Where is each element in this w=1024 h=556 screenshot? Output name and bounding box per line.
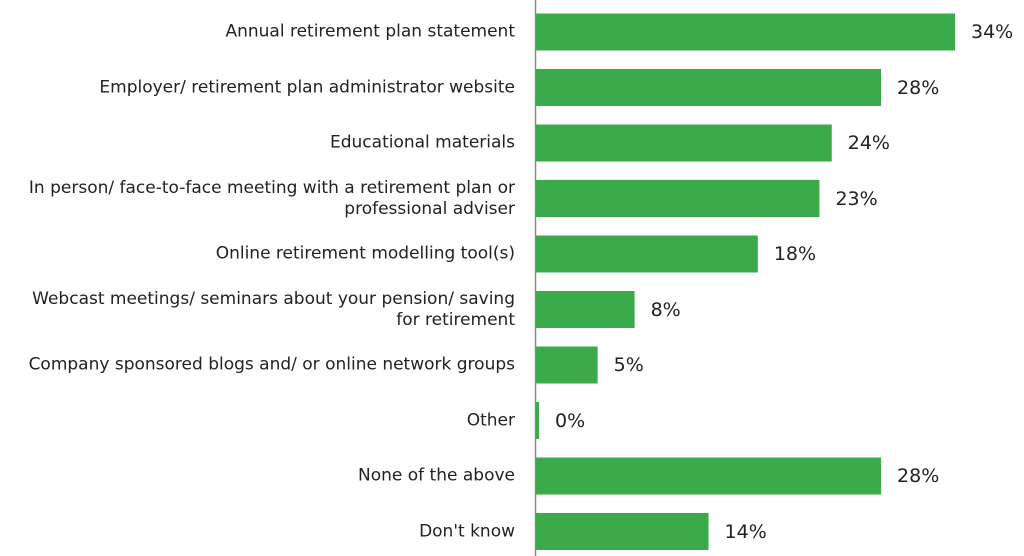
bar: [536, 346, 598, 384]
value-label: 28%: [897, 76, 940, 99]
bar: [536, 291, 635, 328]
bar: [536, 13, 955, 51]
category-label: Employer/ retirement plan administrator …: [99, 77, 515, 97]
bar: [536, 235, 758, 273]
value-label: 24%: [847, 132, 890, 154]
category-label: Online retirement modelling tool(s): [215, 243, 515, 264]
category-label: Webcast meetings/ seminars about your pe…: [32, 288, 515, 330]
value-label: 14%: [724, 520, 767, 543]
value-label: 34%: [971, 21, 1014, 43]
category-label: Company sponsored blogs and/ or online n…: [28, 354, 515, 375]
value-label: 0%: [555, 409, 586, 432]
value-label: 5%: [613, 354, 644, 376]
category-label: Annual retirement plan statement: [225, 21, 515, 42]
bar: [536, 457, 882, 495]
category-label: None of the above: [358, 465, 515, 486]
bar: [536, 402, 539, 439]
bar: [536, 69, 882, 106]
value-label: 8%: [650, 298, 681, 321]
value-label: 18%: [773, 243, 817, 265]
category-label: Don't know: [419, 521, 515, 541]
category-label: In person/ face-to-face meeting with a r…: [28, 177, 515, 219]
value-label: 28%: [897, 465, 940, 487]
bar: [536, 513, 709, 550]
category-label: Educational materials: [330, 132, 515, 153]
category-label: Other: [466, 410, 515, 430]
bar: [536, 180, 820, 217]
value-label: 23%: [835, 187, 878, 210]
bar: [536, 124, 832, 162]
